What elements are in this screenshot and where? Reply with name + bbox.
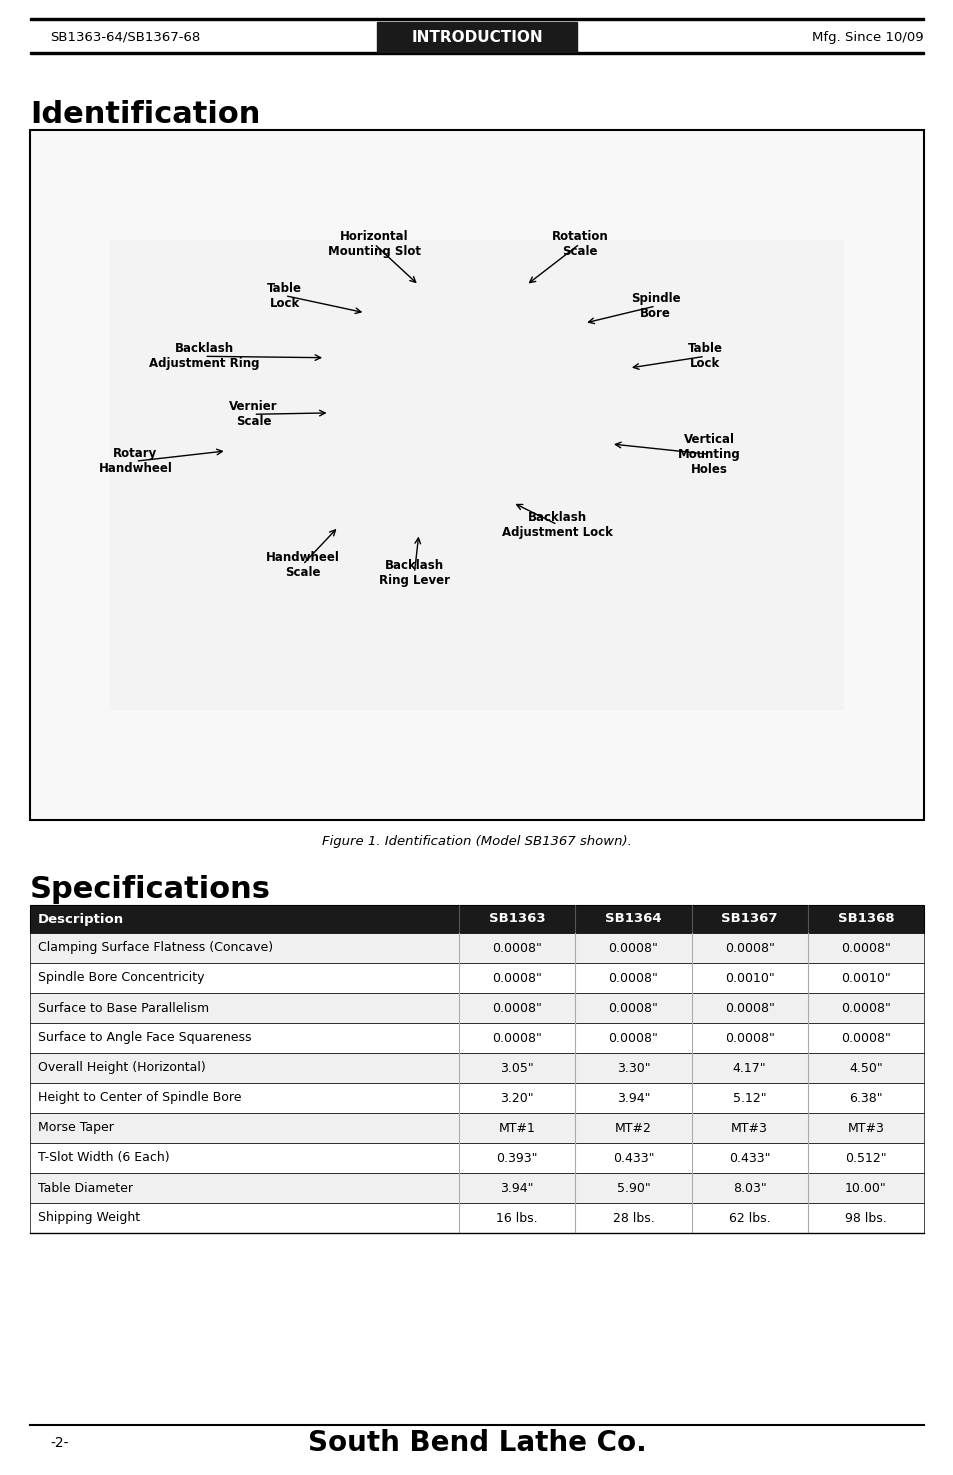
Text: 3.20": 3.20"	[500, 1092, 534, 1105]
Text: Specifications: Specifications	[30, 875, 271, 904]
Text: Table
Lock: Table Lock	[687, 342, 721, 370]
Text: Surface to Base Parallelism: Surface to Base Parallelism	[38, 1002, 209, 1015]
Text: Backlash
Adjustment Ring: Backlash Adjustment Ring	[149, 342, 259, 370]
Text: Vertical
Mounting
Holes: Vertical Mounting Holes	[678, 432, 740, 476]
Text: Morse Taper: Morse Taper	[38, 1121, 113, 1134]
Text: -2-: -2-	[50, 1437, 69, 1450]
Text: 3.94": 3.94"	[500, 1181, 534, 1195]
Text: 0.512": 0.512"	[844, 1152, 885, 1164]
Text: 0.433": 0.433"	[612, 1152, 654, 1164]
Text: 3.30": 3.30"	[616, 1062, 650, 1074]
Bar	[30, 1024, 923, 1053]
Text: 0.0008": 0.0008"	[841, 941, 890, 954]
Text: 16 lbs.: 16 lbs.	[496, 1211, 537, 1224]
Text: 0.393": 0.393"	[496, 1152, 537, 1164]
Bar	[110, 240, 843, 709]
Bar	[30, 18, 923, 21]
Text: SB1368: SB1368	[837, 913, 893, 925]
Text: 8.03": 8.03"	[732, 1181, 766, 1195]
Text: Horizontal
Mounting Slot: Horizontal Mounting Slot	[327, 230, 420, 258]
Text: 0.0008": 0.0008"	[608, 972, 658, 984]
Text: 28 lbs.: 28 lbs.	[612, 1211, 654, 1224]
Text: 0.0008": 0.0008"	[724, 1002, 774, 1015]
Text: Surface to Angle Face Squareness: Surface to Angle Face Squareness	[38, 1031, 252, 1044]
Text: MT#3: MT#3	[846, 1121, 883, 1134]
Text: 3.05": 3.05"	[499, 1062, 534, 1074]
Text: Mfg. Since 10/09: Mfg. Since 10/09	[812, 31, 923, 43]
Text: 4.50": 4.50"	[848, 1062, 882, 1074]
Text: 0.433": 0.433"	[728, 1152, 770, 1164]
Text: Spindle
Bore: Spindle Bore	[630, 292, 679, 320]
Bar	[30, 1083, 923, 1114]
Text: Overall Height (Horizontal): Overall Height (Horizontal)	[38, 1062, 206, 1074]
Text: 0.0008": 0.0008"	[608, 941, 658, 954]
Text: 0.0010": 0.0010"	[841, 972, 890, 984]
Text: 0.0008": 0.0008"	[492, 1002, 541, 1015]
Text: INTRODUCTION: INTRODUCTION	[411, 30, 542, 44]
Text: 0.0008": 0.0008"	[841, 1031, 890, 1044]
Text: 5.12": 5.12"	[732, 1092, 765, 1105]
Text: 0.0008": 0.0008"	[724, 1031, 774, 1044]
Text: SB1367: SB1367	[720, 913, 777, 925]
Text: 0.0008": 0.0008"	[608, 1002, 658, 1015]
Text: 0.0008": 0.0008"	[608, 1031, 658, 1044]
Bar	[30, 963, 923, 993]
Text: SB1363: SB1363	[488, 913, 545, 925]
Bar	[30, 1053, 923, 1083]
Text: T-Slot Width (6 Each): T-Slot Width (6 Each)	[38, 1152, 170, 1164]
Bar	[30, 1204, 923, 1233]
Text: South Bend Lathe Co.: South Bend Lathe Co.	[307, 1429, 646, 1457]
Text: Shipping Weight: Shipping Weight	[38, 1211, 140, 1224]
Text: 0.0008": 0.0008"	[492, 972, 541, 984]
Text: 6.38": 6.38"	[848, 1092, 882, 1105]
Text: 0.0008": 0.0008"	[492, 941, 541, 954]
Text: SB1364: SB1364	[604, 913, 661, 925]
Text: 0.0008": 0.0008"	[492, 1031, 541, 1044]
Bar	[30, 52, 923, 55]
Text: Figure 1. Identification (Model SB1367 shown).: Figure 1. Identification (Model SB1367 s…	[322, 835, 631, 848]
Text: 3.94": 3.94"	[616, 1092, 650, 1105]
Text: Rotary
Handwheel: Rotary Handwheel	[98, 447, 172, 475]
Text: 0.0008": 0.0008"	[841, 1002, 890, 1015]
Text: Height to Center of Spindle Bore: Height to Center of Spindle Bore	[38, 1092, 241, 1105]
Text: 98 lbs.: 98 lbs.	[844, 1211, 886, 1224]
Text: Spindle Bore Concentricity: Spindle Bore Concentricity	[38, 972, 204, 984]
Text: MT#3: MT#3	[730, 1121, 767, 1134]
Text: Description: Description	[38, 913, 124, 925]
Bar	[30, 1114, 923, 1143]
Bar	[30, 130, 923, 820]
Text: Table
Lock: Table Lock	[267, 282, 302, 310]
Text: 4.17": 4.17"	[732, 1062, 765, 1074]
Bar	[30, 1173, 923, 1204]
Bar	[30, 1143, 923, 1173]
Bar	[30, 993, 923, 1024]
Text: 62 lbs.: 62 lbs.	[728, 1211, 770, 1224]
Text: Vernier
Scale: Vernier Scale	[229, 400, 277, 428]
Text: MT#2: MT#2	[615, 1121, 651, 1134]
Bar	[30, 906, 923, 934]
Bar	[30, 934, 923, 963]
Text: Clamping Surface Flatness (Concave): Clamping Surface Flatness (Concave)	[38, 941, 273, 954]
Text: Table Diameter: Table Diameter	[38, 1181, 132, 1195]
Text: 5.90": 5.90"	[616, 1181, 650, 1195]
Text: Identification: Identification	[30, 100, 260, 128]
Text: SB1363-64/SB1367-68: SB1363-64/SB1367-68	[50, 31, 200, 43]
Text: 0.0008": 0.0008"	[724, 941, 774, 954]
Text: 10.00": 10.00"	[844, 1181, 886, 1195]
Text: 0.0010": 0.0010"	[724, 972, 774, 984]
Text: Rotation
Scale: Rotation Scale	[551, 230, 608, 258]
Text: Handwheel
Scale: Handwheel Scale	[266, 550, 339, 578]
Text: Backlash
Adjustment Lock: Backlash Adjustment Lock	[501, 510, 612, 538]
Text: MT#1: MT#1	[498, 1121, 535, 1134]
Bar	[376, 22, 577, 52]
Text: Backlash
Ring Lever: Backlash Ring Lever	[378, 559, 450, 587]
